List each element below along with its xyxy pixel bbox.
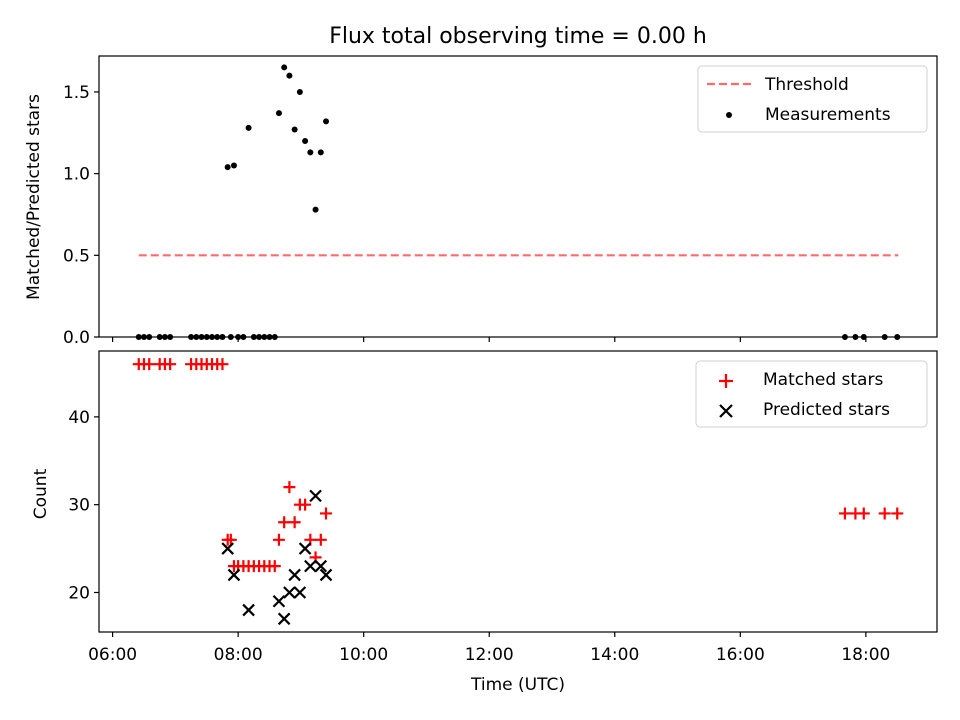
legend-measurements-label: Measurements: [765, 105, 891, 125]
legend-predicted-swatch: [719, 404, 733, 418]
legend-matched-label: Matched stars: [763, 370, 883, 390]
top-y-tick-label: 0.0: [63, 328, 90, 348]
predicted-star-point: [298, 542, 312, 555]
top-y-tick-label: 1.5: [63, 83, 90, 103]
bottom-y-axis-label: Count: [31, 468, 51, 519]
measurement-point: [317, 149, 324, 156]
x-tick-label: 08:00: [214, 645, 263, 665]
matched-star-point: [299, 498, 312, 511]
top-axis-ticks: 0.0 0.5 1.0 1.5: [63, 83, 867, 348]
x-axis-label: Time (UTC): [470, 675, 565, 695]
matched-star-point: [878, 507, 891, 520]
legend-threshold-label: Threshold: [764, 75, 849, 95]
bottom-plot-area: [132, 358, 904, 626]
x-tick-label: 16:00: [716, 645, 765, 665]
measurement-point: [323, 118, 330, 125]
x-tick-label: 18:00: [841, 645, 890, 665]
matched-star-point: [314, 533, 327, 546]
matched-star-point: [838, 507, 851, 520]
predicted-star-point: [272, 594, 286, 608]
chart-title: Flux total observing time = 0.00 h: [329, 24, 707, 49]
predicted-star-point: [293, 586, 307, 599]
bottom-panel: Count Time (UTC) 20 30 40 06:00 08:00 10:00 12…: [31, 350, 938, 695]
predicted-star-point: [314, 559, 328, 573]
predicted-star-point: [309, 489, 322, 503]
measurement-point: [224, 164, 231, 171]
matched-star-point: [272, 533, 285, 546]
top-legend: Threshold Measurements: [697, 65, 928, 133]
measurement-point: [296, 88, 303, 95]
matched-star-point: [216, 358, 229, 371]
predicted-star-point: [319, 568, 333, 582]
legend-matched-swatch: [719, 374, 733, 388]
legend-measurements-swatch: [726, 112, 732, 118]
top-y-axis-label: Matched/Predicted stars: [24, 94, 44, 300]
top-y-tick-label: 1.0: [63, 165, 90, 185]
bottom-y-tick-label: 30: [68, 496, 90, 516]
x-tick-label: 10:00: [339, 645, 388, 665]
matched-star-point: [891, 507, 904, 520]
bottom-legend-box: [695, 360, 928, 428]
matched-star-point: [288, 516, 301, 529]
measurement-point: [245, 124, 252, 131]
x-tick-label: 14:00: [590, 645, 639, 665]
top-axes-frame: [98, 55, 938, 338]
measurement-point: [307, 149, 314, 156]
matched-star-point: [857, 507, 870, 520]
measurement-point: [302, 137, 309, 144]
predicted-star-point: [304, 559, 317, 573]
bottom-legend: Matched stars Predicted stars: [695, 360, 928, 428]
matched-star-point: [164, 358, 177, 371]
matched-star-point: [224, 533, 237, 546]
top-legend-box: [697, 65, 928, 133]
x-tick-label: 12:00: [465, 645, 514, 665]
bottom-axes-frame: [98, 350, 938, 633]
matched-star-point: [268, 560, 281, 573]
predicted-star-point: [221, 542, 234, 555]
matched-star-point: [283, 481, 296, 494]
predicted-star-point: [227, 568, 241, 582]
predicted-star-point: [288, 568, 301, 582]
top-y-tick-label: 0.5: [63, 246, 90, 266]
bottom-y-tick-label: 40: [68, 408, 90, 428]
measurement-point: [291, 126, 298, 133]
predicted-star-point: [283, 586, 296, 599]
matched-star-point: [320, 507, 333, 520]
matched-star-point: [278, 516, 291, 529]
bottom-y-tick-label: 20: [68, 583, 90, 603]
predicted-star-point: [242, 603, 255, 617]
measurement-point: [281, 64, 288, 71]
measurement-point: [275, 110, 282, 117]
legend-predicted-label: Predicted stars: [763, 400, 890, 420]
measurement-point: [230, 162, 237, 169]
predicted-star-point: [277, 612, 291, 626]
measurement-point: [312, 206, 319, 213]
top-panel: Matched/Predicted stars 0.0 0.5 1.0 1.5 Thr…: [24, 55, 938, 348]
bottom-axis-ticks: 20 30 40 06:00 08:00 10:00 12:00 14:00 16:00 18:0…: [68, 408, 890, 665]
x-tick-label: 06:00: [88, 645, 137, 665]
matched-star-point: [143, 358, 156, 371]
measurement-point: [286, 72, 293, 79]
